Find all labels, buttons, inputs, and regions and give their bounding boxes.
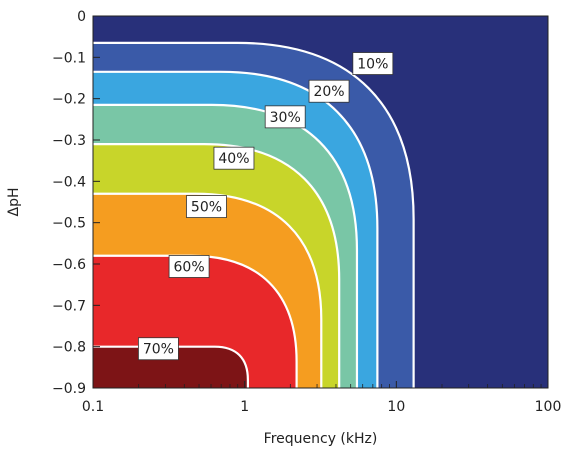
x-axis: 0.1 1 10 100 [82,381,562,415]
y-tick-label: −0.6 [52,257,86,273]
contour-label-2: 20% [313,84,344,100]
contour-label-box [186,195,227,218]
contour-region-7 [93,345,249,388]
y-tick-label: 0 [77,9,86,25]
y-tick-label: −0.7 [52,298,86,314]
y-axis: 0 −0.1 −0.2 −0.3 −0.4 −0.5 −0.6 −0.7 −0.8 −0.9 [52,9,100,397]
contour-label-box [308,79,350,103]
y-tick-label: −0.9 [52,381,86,397]
x-tick-label: 1 [240,399,249,415]
contour-label-3: 30% [270,110,301,126]
y-tick-label: −0.1 [52,50,86,66]
y-tick-label: −0.3 [52,133,86,149]
y-tick-label: −0.8 [52,340,86,356]
x-tick-label: 10 [387,399,405,415]
contour-label-box [168,255,210,278]
x-tick-label: 100 [535,399,562,415]
y-tick-label: −0.5 [52,216,86,232]
contour-label-box [264,105,306,129]
x-axis-title: Frequency (kHz) [264,431,378,447]
contour-label-box [352,52,394,75]
contour-label-7: 70% [143,342,174,358]
contour-labels: 10% 20% 30% 40% 50% 60% 70% [138,52,394,361]
contour-label-5: 50% [191,200,222,216]
y-tick-label: −0.2 [52,92,86,108]
y-axis-title: ΔpH [6,188,22,217]
plot-frame [92,15,549,389]
contour-label-box [138,337,179,361]
plot-area [93,16,548,388]
y-tick-label: −0.4 [52,174,86,190]
contour-label-box [213,146,255,170]
x-tick-label: 0.1 [82,399,104,415]
contour-label-6: 60% [174,259,205,275]
contour-label-4: 40% [218,151,249,167]
contour-label-1: 10% [357,57,388,73]
